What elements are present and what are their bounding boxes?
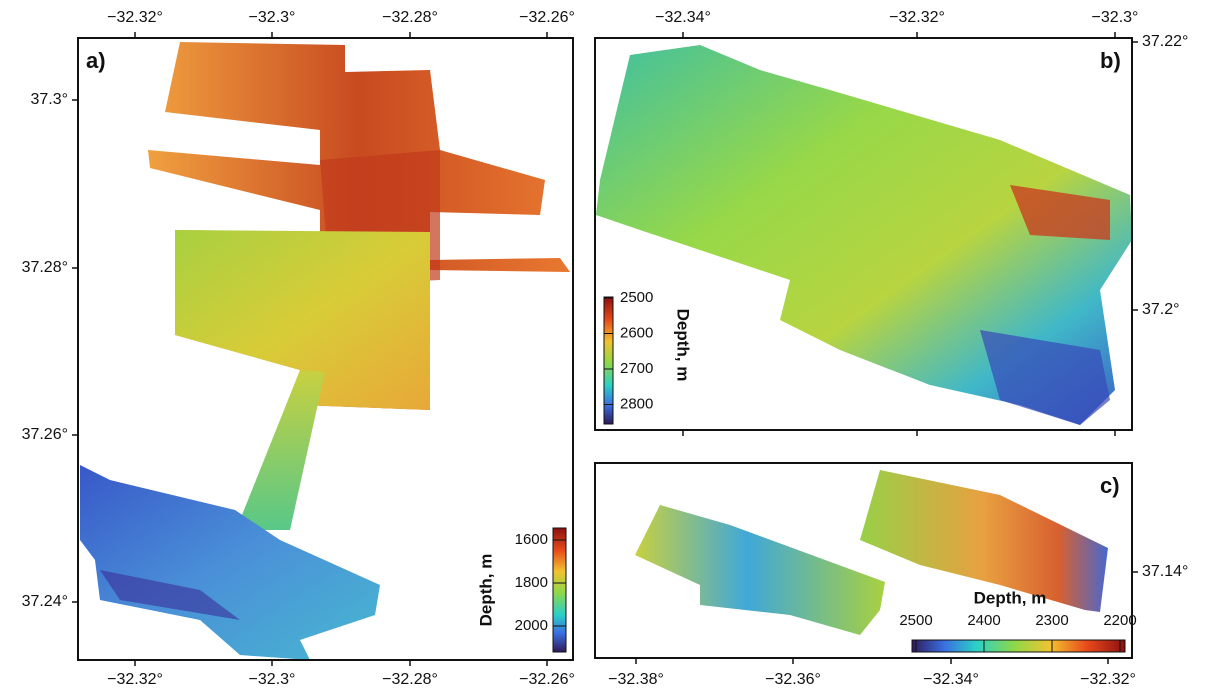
- colorbar-tick-label: 2200: [1103, 612, 1136, 629]
- bathymetry-c: [635, 470, 1108, 635]
- colorbar-tick-label: 2400: [967, 612, 1000, 629]
- colorbar-tick-label: 2500: [620, 289, 653, 306]
- colorbar-label: Depth, m: [974, 588, 1047, 607]
- x-tick-label: −32.32°: [107, 9, 163, 26]
- colorbar-tick-label: 2500: [899, 612, 932, 629]
- y-tick-label: 37.14°: [1142, 563, 1188, 580]
- y-tick-label: 37.22°: [1142, 33, 1188, 50]
- x-tick-label: −32.38°: [608, 671, 664, 688]
- x-tick-label: −32.3°: [1092, 9, 1139, 26]
- x-tick-label: −32.3°: [249, 9, 296, 26]
- colorbar-tick-label: 2800: [620, 395, 653, 412]
- y-tick-label: 37.24°: [22, 593, 68, 610]
- colorbar-tick-label: 1600: [515, 531, 548, 548]
- y-tick-label: 37.3°: [30, 91, 68, 108]
- x-tick-label: −32.26°: [519, 9, 575, 26]
- figure: a) −32.32° −32.32° −32.3° −32.3° −32.28° −32.2…: [0, 0, 1207, 695]
- colorbar-label: Depth, m: [476, 554, 495, 627]
- x-tick-label: −32.34°: [655, 9, 711, 26]
- x-tick-label: −32.28°: [382, 9, 438, 26]
- x-tick-label: −32.32°: [107, 671, 163, 688]
- panel-label: b): [1100, 48, 1121, 73]
- colorbar: [553, 528, 566, 652]
- x-tick-label: −32.32°: [889, 9, 945, 26]
- bathymetry-a: [80, 42, 570, 660]
- x-tick-label: −32.28°: [382, 671, 438, 688]
- panel-label: a): [86, 48, 106, 73]
- y-tick-label: 37.26°: [22, 426, 68, 443]
- colorbar-tick-label: 2300: [1035, 612, 1068, 629]
- x-tick-label: −32.3°: [249, 671, 296, 688]
- colorbar-tick-label: 2700: [620, 360, 653, 377]
- x-tick-label: −32.34°: [923, 671, 979, 688]
- colorbar-tick-label: 2600: [620, 324, 653, 341]
- colorbar: [912, 640, 1125, 652]
- colorbar-label: Depth, m: [674, 309, 693, 382]
- y-tick-label: 37.2°: [1142, 301, 1180, 318]
- x-tick-label: −32.26°: [519, 671, 575, 688]
- colorbar-tick-label: 1800: [515, 574, 548, 591]
- x-tick-label: −32.36°: [765, 671, 821, 688]
- y-tick-label: 37.28°: [22, 259, 68, 276]
- x-tick-label: −32.32°: [1080, 671, 1136, 688]
- panel-label: c): [1100, 473, 1120, 498]
- colorbar-tick-label: 2000: [515, 617, 548, 634]
